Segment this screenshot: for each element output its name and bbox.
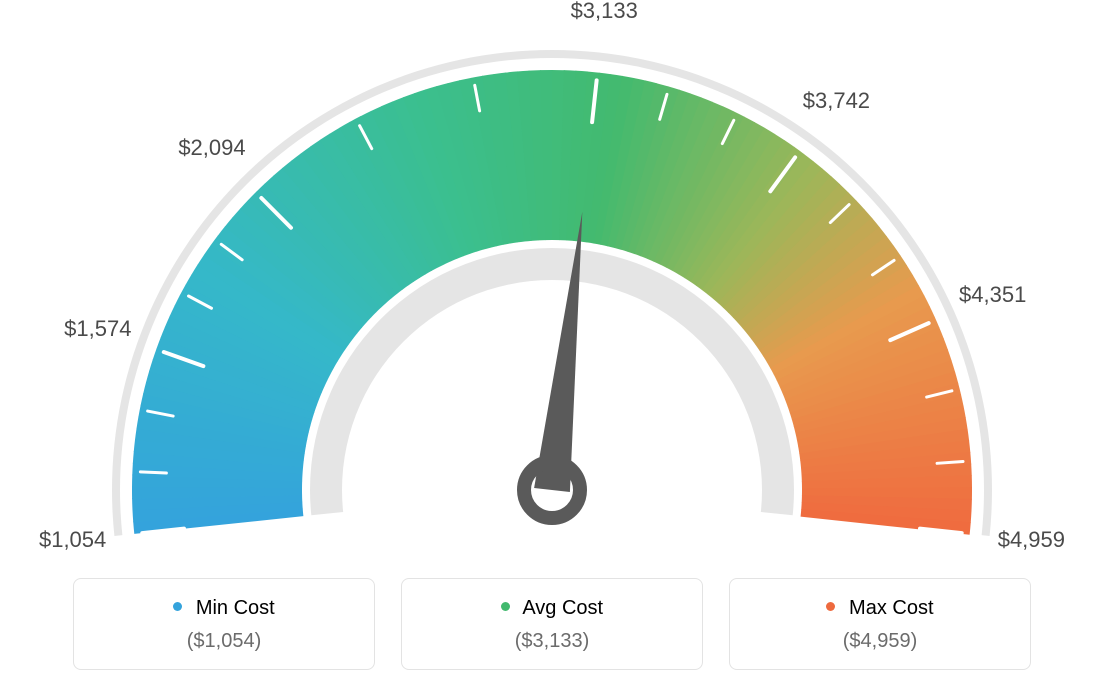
dot-min <box>173 602 182 611</box>
legend-title-avg-text: Avg Cost <box>522 597 603 619</box>
legend-card-avg: Avg Cost ($3,133) <box>401 578 703 670</box>
legend-value-max: ($4,959) <box>730 630 1030 653</box>
legend-card-min: Min Cost ($1,054) <box>73 578 375 670</box>
tick-label: $3,742 <box>803 88 870 114</box>
legend-card-max: Max Cost ($4,959) <box>729 578 1031 670</box>
legend-title-max: Max Cost <box>730 597 1030 620</box>
tick-label: $4,959 <box>998 527 1065 553</box>
legend-title-min-text: Min Cost <box>196 597 275 619</box>
tick-label: $2,094 <box>178 135 245 161</box>
cost-gauge-infographic: $1,054 $1,574 $2,094 $3,133 $3,742 $4,351 $4,9… <box>0 0 1104 690</box>
legend-row: Min Cost ($1,054) Avg Cost ($3,133) Max … <box>0 578 1104 670</box>
tick-label: $4,351 <box>959 282 1026 308</box>
dot-max <box>826 602 835 611</box>
legend-title-min: Min Cost <box>74 597 374 620</box>
tick-label: $1,054 <box>39 527 106 553</box>
legend-value-min: ($1,054) <box>74 630 374 653</box>
tick-label: $3,133 <box>571 0 638 24</box>
legend-title-avg: Avg Cost <box>402 597 702 620</box>
dot-avg <box>501 602 510 611</box>
gauge-svg <box>0 0 1104 560</box>
gauge-area: $1,054 $1,574 $2,094 $3,133 $3,742 $4,351 $4,9… <box>0 0 1104 560</box>
legend-title-max-text: Max Cost <box>849 597 933 619</box>
tick-label: $1,574 <box>64 316 131 342</box>
legend-value-avg: ($3,133) <box>402 630 702 653</box>
